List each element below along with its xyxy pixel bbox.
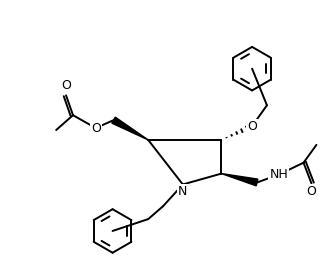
Text: O: O	[307, 185, 316, 198]
Polygon shape	[112, 117, 148, 140]
Text: N: N	[178, 185, 187, 198]
Text: O: O	[91, 122, 101, 135]
Text: NH: NH	[270, 168, 288, 181]
Polygon shape	[221, 174, 258, 186]
Text: O: O	[247, 120, 257, 132]
Text: O: O	[61, 80, 71, 92]
